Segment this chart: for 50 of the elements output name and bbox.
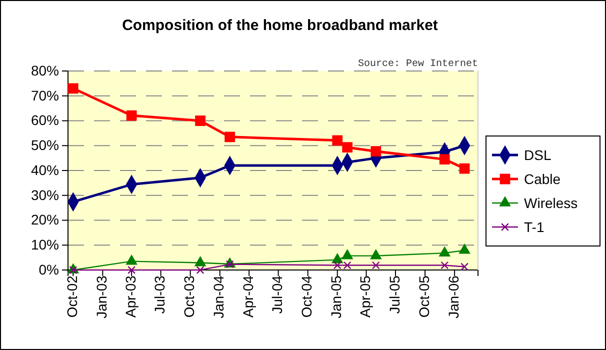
x-tick-label: Apr-04 <box>240 275 256 318</box>
x-tick-label: Apr-03 <box>122 275 138 318</box>
x-tick-label: Jul-04 <box>269 275 286 314</box>
x-tick-label: Jul-03 <box>152 275 168 314</box>
y-tick-label: 50% <box>30 137 59 154</box>
point <box>439 154 450 164</box>
x-tick-label: Jan-03 <box>93 275 110 318</box>
x-tick-label: Jan-04 <box>210 275 227 318</box>
x-tick-label: Apr-05 <box>357 275 374 318</box>
y-tick-label: 80% <box>30 62 59 78</box>
x-tick-label: Jan-06 <box>445 275 462 318</box>
point <box>332 253 343 264</box>
point <box>194 256 206 266</box>
point <box>126 110 137 121</box>
y-tick-label: 40% <box>30 162 59 178</box>
y-tick-label: 70% <box>30 87 59 104</box>
x-tick-label: Oct-05 <box>416 275 432 318</box>
y-tick-label: 0% <box>38 261 59 278</box>
x-tick-label: Jan-05 <box>328 275 344 318</box>
y-tick-label: 30% <box>30 186 59 203</box>
point <box>126 254 138 265</box>
chart-title: Composition of the home broadband market <box>122 17 438 34</box>
point <box>458 244 470 254</box>
y-tick-label: 20% <box>30 212 59 228</box>
point <box>68 83 78 94</box>
point <box>196 266 204 274</box>
y-tick-label: 60% <box>30 112 59 128</box>
legend-label: Wireless <box>524 195 578 211</box>
point <box>372 261 380 270</box>
point <box>440 261 449 270</box>
point <box>370 146 382 157</box>
legend-label: DSL <box>524 147 552 163</box>
legend-label: T-1 <box>524 219 544 235</box>
point <box>460 262 469 271</box>
legend-label: Cable <box>524 171 561 187</box>
y-tick-label: 10% <box>30 236 59 253</box>
point <box>439 246 450 256</box>
x-tick-label: Oct-03 <box>181 275 198 318</box>
x-tick-label: Oct-02 <box>64 275 80 318</box>
point <box>370 250 382 260</box>
x-tick-label: Jul-05 <box>386 275 402 314</box>
point <box>342 250 353 260</box>
source-note: Source: Pew Internet <box>358 59 478 70</box>
x-tick-label: Oct-04 <box>298 275 315 318</box>
point <box>459 163 470 174</box>
point <box>195 116 206 126</box>
point <box>332 135 343 146</box>
point <box>128 266 136 274</box>
point <box>342 142 353 153</box>
point <box>224 132 236 142</box>
